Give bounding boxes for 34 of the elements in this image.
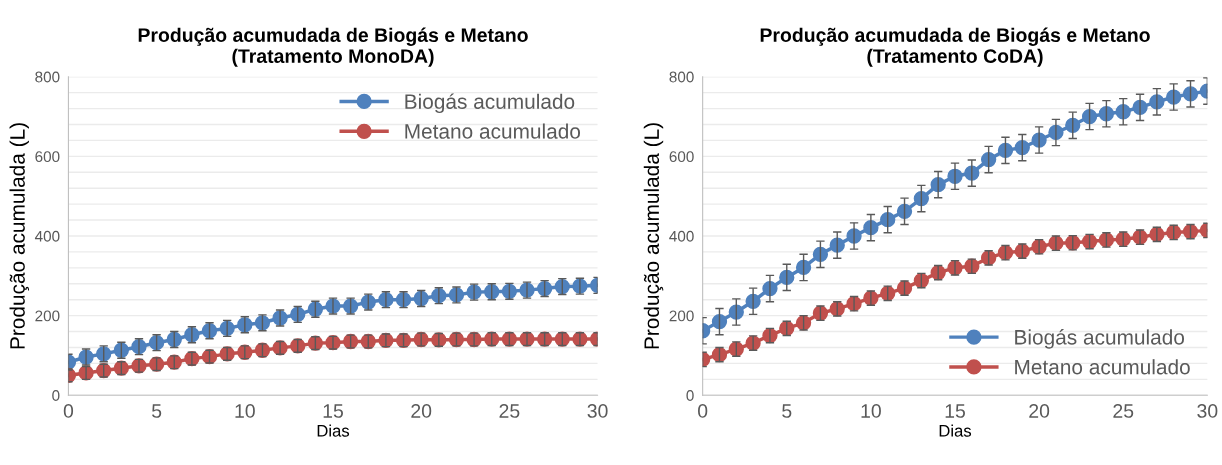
y-tick-label: 800	[669, 71, 694, 83]
x-tick-label: 25	[499, 404, 520, 418]
y-tick-label: 200	[35, 310, 60, 322]
y-tick-label: 0	[686, 390, 694, 401]
x-tick-label: 0	[698, 404, 708, 418]
legend-label: Metano acumulado	[405, 123, 581, 139]
y-tick-label: 600	[669, 151, 694, 163]
x-tick-label: 25	[1113, 404, 1134, 418]
x-tick-label: 30	[587, 404, 608, 418]
x-tick-label: 0	[63, 404, 74, 418]
legend-label: Biogás acumulado	[1015, 329, 1185, 349]
x-tick-label: 20	[1029, 404, 1050, 418]
x-tick-label: 10	[861, 404, 881, 418]
chart-title: Produção acumudada de Biogás e Metano (Tratamento MonoDA)	[138, 27, 528, 67]
y-tick-label: 200	[669, 310, 694, 322]
x-tick-label: 15	[323, 404, 343, 418]
legend-label: Metano acumulado	[1015, 359, 1190, 375]
y-axis-title: Produção acumulada (L)	[9, 123, 30, 349]
x-tick-label: 5	[782, 404, 792, 418]
y-tick-label: 400	[669, 230, 694, 242]
chart-title: Produção acumudada de Biogás e Metano (Tratamento CoDA)	[760, 27, 1150, 67]
y-tick-label: 800	[35, 71, 60, 83]
legend-label: Biogás acumulado	[405, 93, 575, 114]
y-tick-label: 0	[52, 390, 60, 401]
y-tick-label: 400	[34, 230, 60, 242]
x-tick-label: 10	[235, 404, 255, 418]
x-tick-label: 15	[945, 404, 965, 418]
x-tick-label: 5	[151, 404, 162, 418]
x-tick-label: 30	[1197, 404, 1218, 418]
x-tick-label: 20	[411, 404, 432, 418]
y-axis-title: Produção acumulada (L)	[643, 123, 664, 349]
x-axis-title: Dias	[939, 424, 972, 437]
x-axis-title: Dias	[317, 424, 350, 437]
y-tick-label: 600	[35, 151, 60, 163]
